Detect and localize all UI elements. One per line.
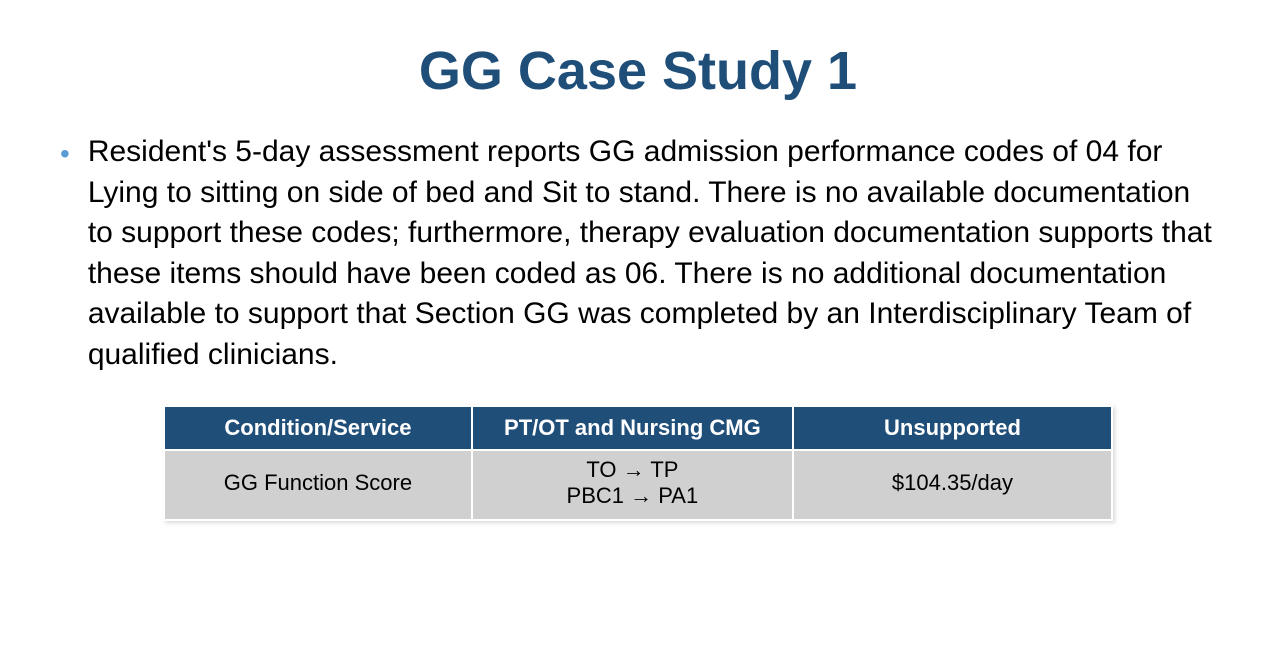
cmg-line1-to: TP <box>650 457 678 482</box>
case-study-table: Condition/Service PT/OT and Nursing CMG … <box>163 405 1113 521</box>
slide-title: GG Case Study 1 <box>60 40 1216 102</box>
cmg-line2-to: PA1 <box>658 483 698 508</box>
slide: GG Case Study 1 • Resident's 5-day asses… <box>0 0 1276 658</box>
cmg-line-1: TO → TP <box>483 457 782 483</box>
cell-condition: GG Function Score <box>164 450 472 520</box>
cell-unsupported: $104.35/day <box>793 450 1112 520</box>
bullet-dot-icon: • <box>60 134 70 174</box>
cmg-line2-from: PBC1 <box>567 483 624 508</box>
bullet-text: Resident's 5-day assessment reports GG a… <box>88 132 1216 375</box>
table-container: Condition/Service PT/OT and Nursing CMG … <box>60 405 1216 521</box>
table-header-row: Condition/Service PT/OT and Nursing CMG … <box>164 406 1112 450</box>
arrow-right-icon: → <box>623 457 645 482</box>
cmg-line-2: PBC1 → PA1 <box>483 483 782 509</box>
cell-cmg: TO → TP PBC1 → PA1 <box>472 450 793 520</box>
th-condition: Condition/Service <box>164 406 472 450</box>
cmg-line1-from: TO <box>586 457 616 482</box>
th-unsupported: Unsupported <box>793 406 1112 450</box>
arrow-right-icon: → <box>630 483 652 508</box>
table-row: GG Function Score TO → TP PBC1 → PA1 <box>164 450 1112 520</box>
th-cmg: PT/OT and Nursing CMG <box>472 406 793 450</box>
bullet-item: • Resident's 5-day assessment reports GG… <box>60 132 1216 375</box>
